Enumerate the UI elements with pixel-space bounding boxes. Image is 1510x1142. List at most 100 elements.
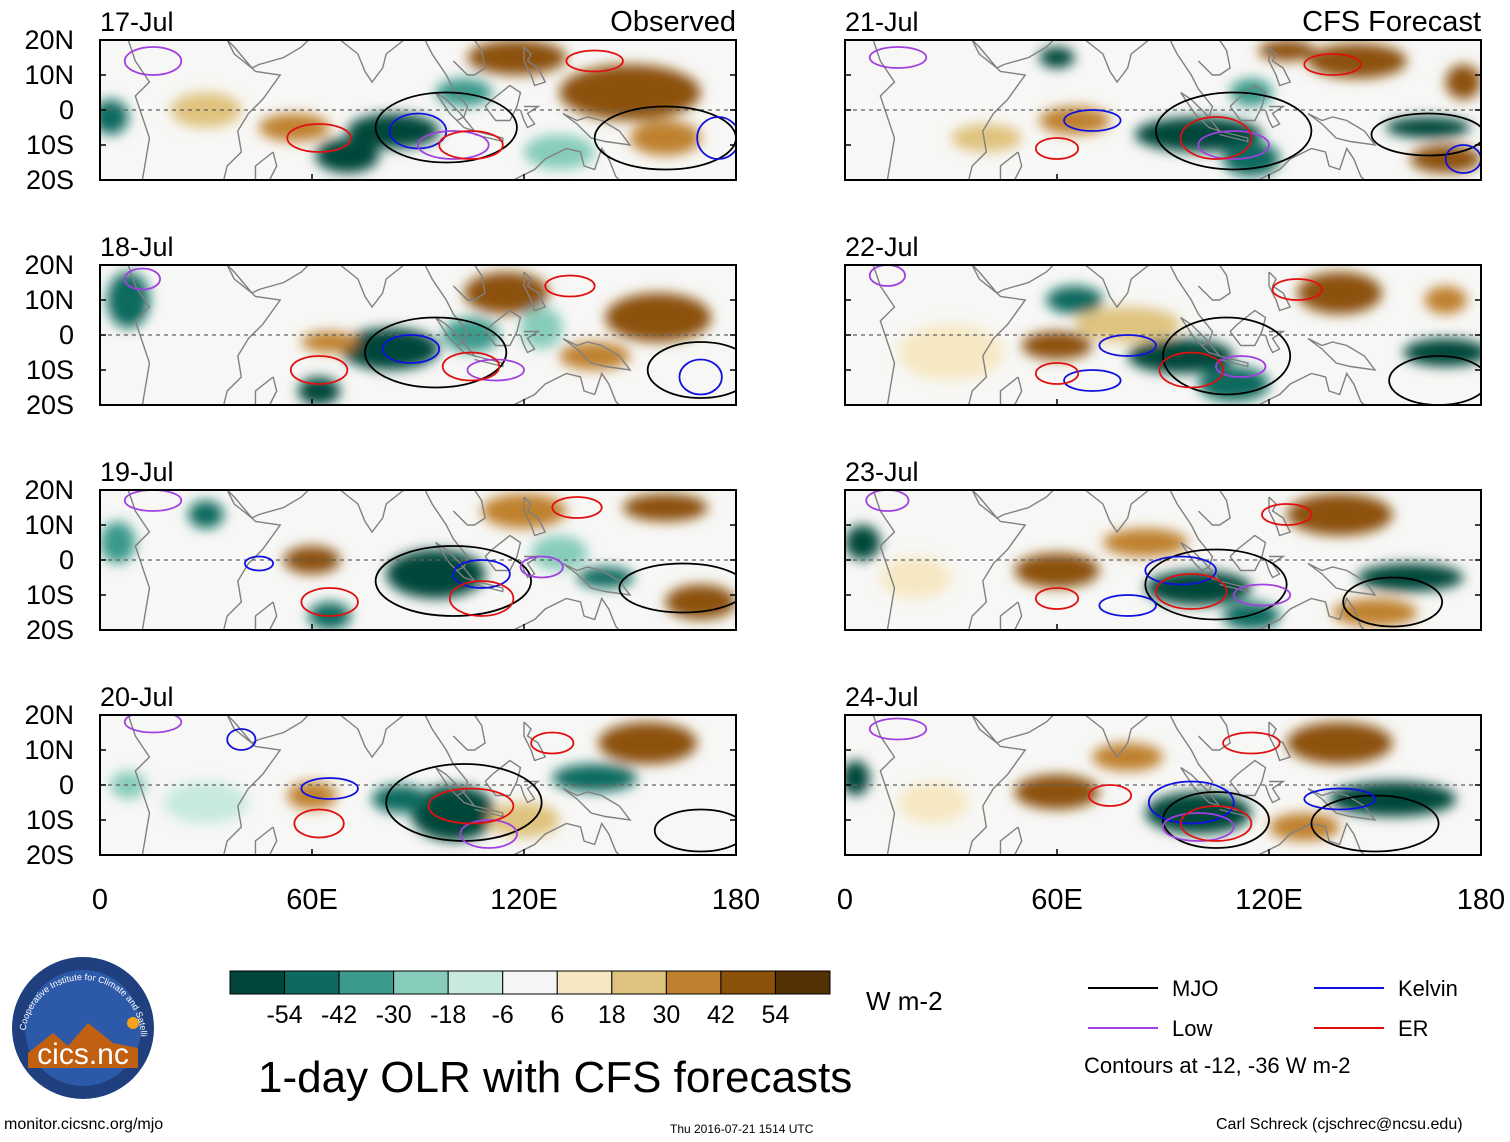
- x-tick-label: 0: [837, 884, 853, 916]
- y-tick-label: 10S: [26, 355, 74, 385]
- coastline: [1268, 271, 1292, 312]
- olr-anomaly-blob: [1286, 722, 1393, 764]
- er-contour: [1179, 116, 1253, 160]
- olr-field: [951, 40, 1481, 177]
- coastline: [523, 721, 547, 762]
- er-contour: [441, 351, 501, 382]
- er-contour: [289, 355, 349, 385]
- olr-anomaly-blob: [100, 521, 136, 564]
- mjo-contour: [1162, 316, 1292, 396]
- coastline: [484, 309, 522, 347]
- olr-anomaly-blob: [898, 324, 1004, 381]
- source-url[interactable]: monitor.cicsnc.org/mjo: [4, 1116, 164, 1133]
- coastline: [226, 490, 309, 519]
- coastline: [519, 330, 541, 354]
- er-contour: [1034, 587, 1080, 610]
- er-contour: [293, 808, 345, 839]
- low-contour: [459, 819, 518, 849]
- map-panel: 20N 10N 0 10S 20S 20-Jul: [24, 682, 737, 870]
- coastline: [1084, 40, 1150, 84]
- low-contour: [868, 265, 906, 287]
- mjo-contour: [364, 316, 508, 389]
- olr-anomaly-blob: [1385, 117, 1471, 138]
- kelvin-contour: [678, 358, 723, 396]
- low-contour: [868, 46, 928, 69]
- coastline: [971, 265, 1054, 294]
- olr-anomaly-blob: [520, 307, 563, 349]
- olr-anomaly-blob: [1074, 307, 1181, 342]
- colorbar-label: 6: [550, 1001, 564, 1029]
- olr-anomaly-blob: [630, 120, 701, 156]
- colorbar-swatch: [229, 970, 286, 995]
- colorbar-swatch: [502, 970, 558, 995]
- er-contour: [530, 731, 575, 755]
- olr-anomaly-blob: [845, 760, 870, 796]
- colorbar-label: -18: [430, 1001, 466, 1029]
- x-tick-label: 180: [712, 884, 760, 916]
- low-contour: [1232, 583, 1292, 607]
- low-contour: [417, 130, 490, 160]
- olr-anomaly-blob: [1258, 40, 1315, 61]
- coastline: [452, 40, 486, 76]
- kelvin-contour: [1144, 555, 1217, 586]
- coastline: [1219, 355, 1249, 368]
- kelvin-contour: [1147, 780, 1235, 825]
- coastlines: [127, 715, 632, 855]
- coastline: [519, 105, 541, 129]
- er-contour: [565, 49, 624, 73]
- olr-anomaly-blob: [1332, 598, 1418, 627]
- coastline: [1219, 580, 1249, 593]
- coastline: [523, 496, 547, 537]
- olr-anomaly-blob: [1297, 272, 1383, 314]
- olr-anomaly-blob: [1445, 64, 1481, 100]
- mjo-contour: [1370, 112, 1481, 157]
- kelvin-contour: [1098, 594, 1157, 617]
- coastline: [339, 490, 405, 534]
- olr-anomaly-blob: [552, 764, 638, 792]
- panel-header: Observed: [610, 6, 736, 38]
- olr-anomaly-blob: [880, 556, 952, 599]
- low-contour: [868, 717, 928, 741]
- y-tick-label: 0: [59, 320, 74, 350]
- y-tick-label: 20S: [26, 615, 74, 645]
- kelvin-contour: [381, 334, 441, 364]
- colorbar-swatch: [665, 970, 722, 995]
- olr-anomaly-blob: [386, 549, 486, 599]
- author-credit[interactable]: Carl Schreck (cjschrec@ncsu.edu): [1216, 1116, 1463, 1133]
- coastline: [1247, 596, 1365, 630]
- er-contour: [1271, 278, 1323, 301]
- coastline: [1084, 715, 1150, 759]
- y-tick-label: 20N: [24, 250, 74, 280]
- mjo-contour: [646, 341, 736, 399]
- olr-anomaly-blob: [1014, 553, 1100, 588]
- main-title: 1-day OLR with CFS forecasts: [258, 1053, 853, 1102]
- coastline: [1307, 112, 1377, 146]
- olr-anomaly-blob: [488, 802, 560, 838]
- coastline: [1197, 490, 1231, 526]
- coastline: [502, 596, 620, 630]
- low-contour: [1162, 812, 1235, 842]
- y-tick-label: 20S: [26, 840, 74, 870]
- legend-label-kelvin: Kelvin: [1398, 976, 1458, 1001]
- low-contour: [1197, 130, 1270, 160]
- olr-field: [898, 272, 1481, 402]
- coastline: [1247, 371, 1365, 405]
- colorbar-swatch: [720, 970, 776, 995]
- coastline: [1197, 40, 1231, 76]
- mjo-contour: [374, 545, 532, 617]
- olr-anomaly-blob: [1286, 493, 1393, 536]
- map-panel: 21-Jul CFS Forecast: [844, 6, 1482, 181]
- kelvin-contour: [696, 116, 736, 160]
- olr-field: [845, 493, 1464, 630]
- coastline: [1307, 337, 1377, 371]
- coastline: [127, 265, 282, 405]
- logo-sun: [127, 1017, 139, 1029]
- legend-label-mjo: MJO: [1172, 976, 1218, 1001]
- x-tick-label: 60E: [286, 884, 338, 916]
- coastline: [872, 265, 1027, 405]
- coastline: [1247, 821, 1365, 855]
- map-panel: 23-Jul: [844, 457, 1482, 631]
- olr-anomaly-blob: [559, 64, 701, 121]
- er-contour: [1222, 731, 1281, 755]
- kelvin-contour: [1444, 144, 1481, 174]
